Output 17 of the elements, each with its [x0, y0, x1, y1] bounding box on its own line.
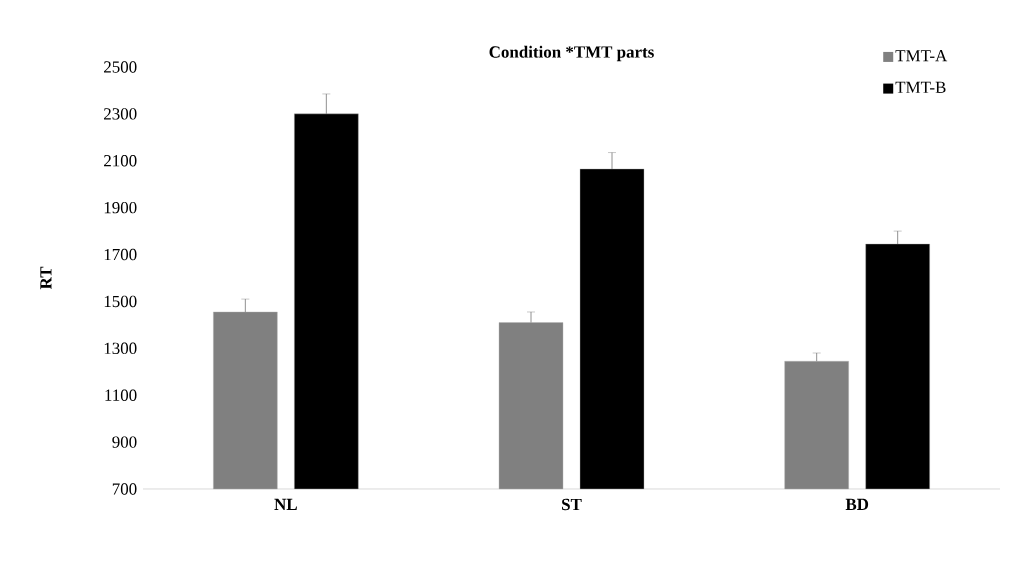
x-tick-label: NL: [274, 498, 297, 510]
y-tick-label: 2300: [104, 108, 137, 120]
y-tick-label: 700: [112, 483, 137, 495]
y-tick-label: 2100: [104, 155, 137, 167]
y-tick-label: 2500: [104, 61, 137, 73]
chart-title: Condition *TMT parts: [489, 45, 654, 62]
y-tick-label: 1500: [104, 295, 137, 308]
y-tick-label: 1700: [104, 248, 137, 261]
y-tick-label: 1300: [104, 342, 137, 355]
x-tick-label: ST: [562, 498, 582, 511]
y-axis-title: RT: [40, 266, 52, 290]
legend-label: TMT-B: [895, 81, 946, 93]
y-tick-label: 1900: [104, 201, 137, 214]
legend-label: TMT-A: [895, 50, 948, 62]
x-tick-label: BD: [845, 498, 869, 510]
y-tick-label: 1100: [105, 389, 137, 401]
y-tick-label: 900: [112, 436, 137, 448]
